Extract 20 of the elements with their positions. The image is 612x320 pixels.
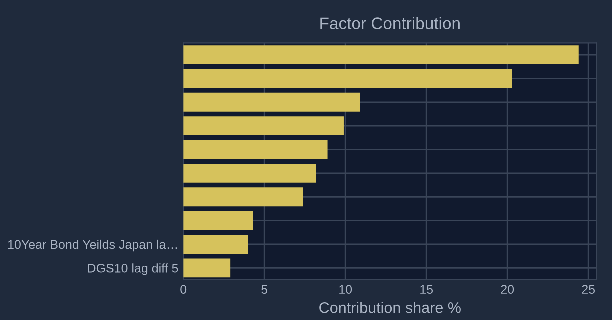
- x-tick-label: 15: [420, 285, 434, 294]
- bar: [184, 235, 248, 254]
- bar: [184, 46, 579, 65]
- y-tick-label: DGS10 lag diff 5: [88, 264, 178, 276]
- bar: [184, 116, 344, 136]
- bar: [184, 258, 231, 278]
- bar: [184, 140, 328, 160]
- y-tick-label: 10Year Bond Yeilds Japan la…: [8, 240, 178, 252]
- bar: [184, 188, 304, 207]
- x-axis-title: Contribution share %: [320, 302, 461, 314]
- bar: [184, 164, 316, 183]
- x-tick-label: 10: [340, 285, 352, 294]
- x-tick-label: 0: [180, 285, 187, 294]
- bar: [184, 211, 254, 230]
- x-tick-label: 20: [501, 285, 514, 294]
- x-tick-label: 25: [582, 285, 596, 294]
- bar: [184, 92, 360, 112]
- chart-title: Factor Contribution: [320, 17, 460, 30]
- bar: [184, 69, 512, 88]
- x-tick-label: 5: [262, 285, 268, 294]
